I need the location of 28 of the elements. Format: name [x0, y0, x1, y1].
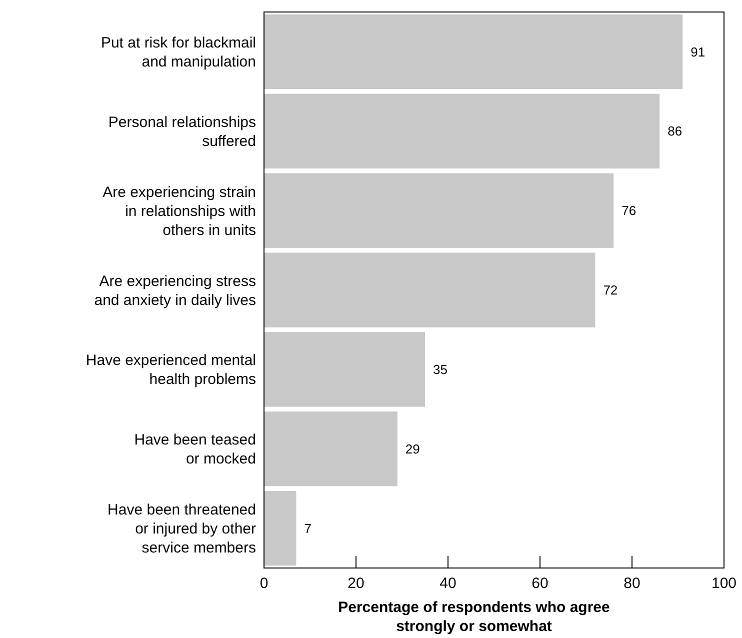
x-tick-label: 80: [624, 575, 640, 592]
data-label: 35: [433, 362, 448, 377]
bar: [264, 252, 596, 328]
data-label: 91: [690, 44, 706, 60]
x-tick-label: 40: [440, 575, 456, 592]
bar: [264, 94, 660, 168]
y-tick-label: Have experienced mental health problems: [86, 352, 256, 388]
x-tick-label: 0: [260, 575, 268, 592]
data-label: 86: [668, 124, 682, 139]
data-label: 29: [405, 441, 420, 456]
data-label: 7: [304, 520, 312, 536]
y-tick-label: Put at risk for blackmail and manipulation: [100, 34, 256, 70]
y-tick-label: Personal relationships suffered: [108, 114, 256, 150]
bar: [264, 490, 296, 566]
bar: [264, 412, 398, 486]
x-axis-title: Percentage of respondents who agree strongly or somewhat: [338, 599, 610, 635]
bar: [264, 332, 425, 407]
y-tick-label: Have been threatened or injured by other service members: [108, 502, 256, 557]
bar: [264, 14, 683, 90]
y-tick-label: Are experiencing strain in relationships with others in units: [102, 184, 256, 239]
data-label: 76: [622, 203, 636, 218]
data-label: 72: [603, 282, 618, 298]
x-tick-label: 60: [532, 575, 548, 592]
y-tick-label: Are experiencing stress and anxiety in daily lives: [94, 272, 256, 309]
x-tick-label: 20: [348, 575, 364, 592]
x-tick-label: 100: [711, 575, 737, 592]
y-tick-label: Have been teased or mocked: [134, 432, 256, 468]
bar: [264, 173, 614, 248]
